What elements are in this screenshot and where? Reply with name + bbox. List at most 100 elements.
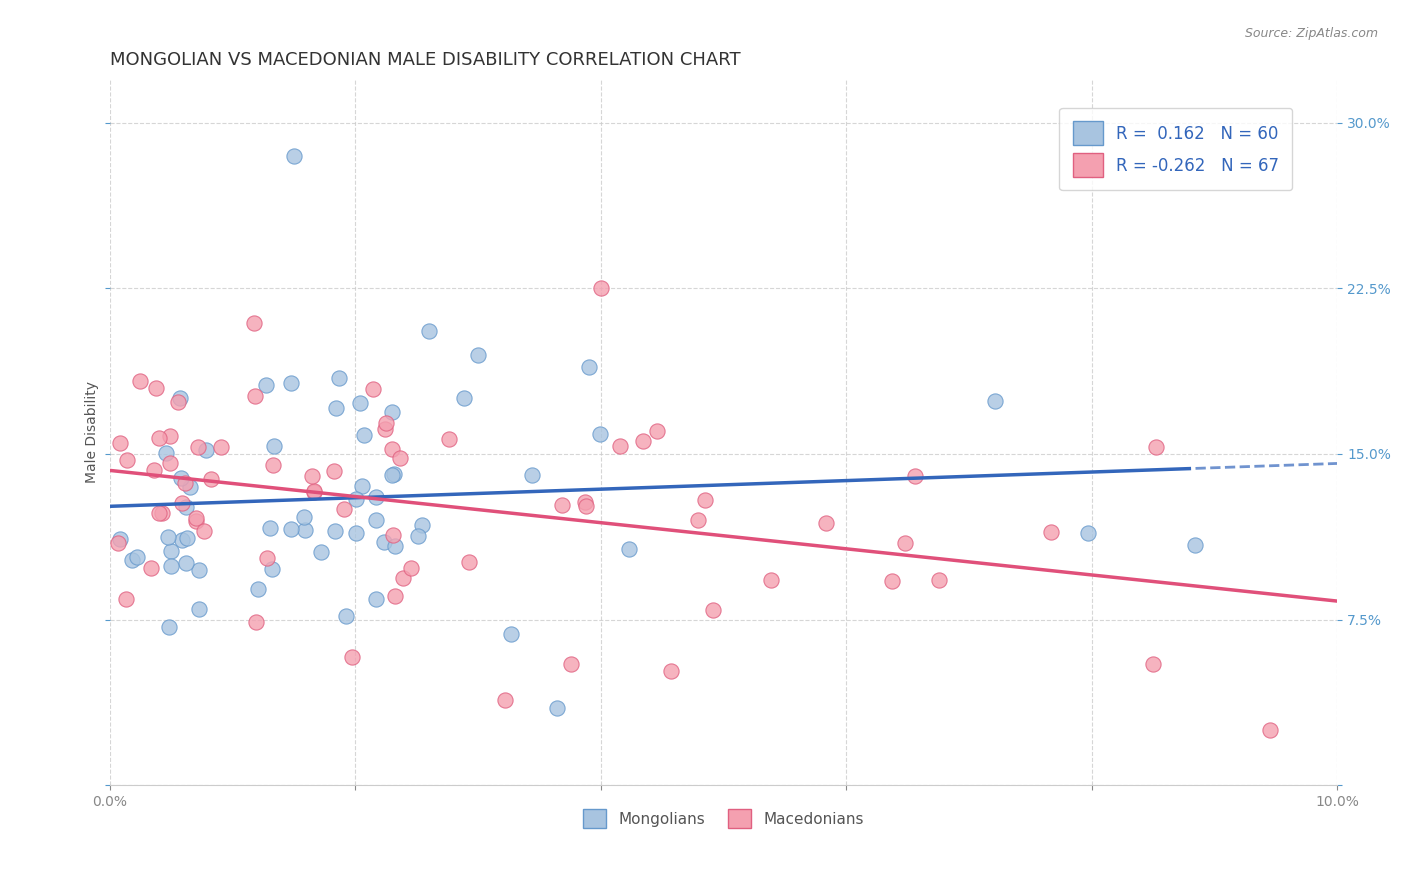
Macedonians — [245, 615, 267, 629]
Macedonians — [814, 516, 837, 530]
Mongolians — [174, 556, 197, 570]
Macedonians — [170, 496, 193, 510]
Macedonians — [458, 555, 481, 569]
Macedonians — [589, 281, 612, 295]
Mongolians — [188, 563, 211, 577]
Mongolians — [344, 492, 367, 507]
Mongolians — [280, 522, 302, 536]
Mongolians — [323, 524, 346, 538]
Mongolians — [546, 701, 568, 715]
Mongolians — [353, 428, 375, 442]
Mongolians — [1184, 538, 1206, 552]
Mongolians — [335, 609, 357, 624]
Macedonians — [437, 432, 460, 446]
Macedonians — [904, 468, 927, 483]
Mongolians — [520, 468, 543, 483]
Mongolians — [384, 539, 406, 553]
Macedonians — [550, 498, 572, 512]
Mongolians — [578, 360, 600, 375]
Macedonians — [184, 514, 207, 528]
Macedonians — [143, 462, 166, 476]
Macedonians — [882, 574, 904, 588]
Mongolians — [157, 619, 180, 633]
Macedonians — [107, 535, 129, 549]
Mongolians — [406, 529, 429, 543]
Macedonians — [340, 650, 363, 665]
Mongolians — [344, 525, 367, 540]
Macedonians — [575, 499, 598, 513]
Macedonians — [200, 472, 222, 486]
Mongolians — [325, 401, 347, 416]
Macedonians — [686, 513, 709, 527]
Mongolians — [453, 391, 475, 405]
Macedonians — [187, 440, 209, 454]
Mongolians — [160, 558, 183, 573]
Macedonians — [209, 440, 232, 454]
Macedonians — [1142, 657, 1164, 671]
Mongolians — [263, 439, 285, 453]
Mongolians — [176, 531, 198, 545]
Macedonians — [382, 528, 405, 542]
Macedonians — [928, 574, 950, 588]
Macedonians — [256, 550, 278, 565]
Macedonians — [399, 560, 422, 574]
Macedonians — [494, 693, 516, 707]
Mongolians — [121, 553, 143, 567]
Text: Source: ZipAtlas.com: Source: ZipAtlas.com — [1244, 27, 1378, 40]
Macedonians — [148, 431, 170, 445]
Macedonians — [301, 469, 323, 483]
Mongolians — [260, 562, 283, 576]
Mongolians — [418, 325, 440, 339]
Macedonians — [560, 657, 582, 671]
Macedonians — [304, 484, 326, 499]
Macedonians — [148, 506, 170, 520]
Mongolians — [467, 347, 489, 361]
Mongolians — [373, 535, 395, 549]
Macedonians — [645, 424, 668, 438]
Macedonians — [145, 381, 167, 395]
Mongolians — [1077, 525, 1099, 540]
Macedonians — [631, 434, 654, 448]
Macedonians — [167, 395, 190, 409]
Mongolians — [194, 443, 217, 458]
Macedonians — [392, 571, 415, 585]
Mongolians — [366, 513, 388, 527]
Mongolians — [169, 391, 191, 405]
Mongolians — [188, 602, 211, 616]
Mongolians — [364, 490, 387, 504]
Macedonians — [659, 664, 682, 678]
Mongolians — [588, 427, 610, 442]
Mongolians — [617, 542, 640, 557]
Mongolians — [179, 480, 201, 494]
Macedonians — [129, 374, 152, 388]
Macedonians — [159, 429, 181, 443]
Macedonians — [702, 603, 724, 617]
Mongolians — [155, 446, 177, 460]
Macedonians — [322, 464, 344, 478]
Macedonians — [381, 442, 404, 456]
Macedonians — [1144, 440, 1167, 454]
Mongolians — [984, 393, 1007, 408]
Macedonians — [117, 452, 139, 467]
Mongolians — [172, 533, 194, 547]
Mongolians — [352, 479, 374, 493]
Macedonians — [110, 436, 132, 450]
Macedonians — [243, 389, 266, 403]
Mongolians — [294, 523, 316, 537]
Mongolians — [309, 545, 332, 559]
Macedonians — [574, 495, 596, 509]
Mongolians — [157, 530, 180, 544]
Macedonians — [159, 456, 181, 470]
Macedonians — [173, 475, 195, 490]
Macedonians — [894, 535, 917, 549]
Macedonians — [243, 316, 266, 330]
Macedonians — [693, 492, 716, 507]
Mongolians — [127, 549, 149, 564]
Macedonians — [759, 573, 782, 587]
Mongolians — [174, 500, 197, 515]
Mongolians — [170, 471, 193, 485]
Macedonians — [1040, 524, 1063, 539]
Mongolians — [110, 533, 132, 547]
Macedonians — [115, 592, 138, 607]
Text: MONGOLIAN VS MACEDONIAN MALE DISABILITY CORRELATION CHART: MONGOLIAN VS MACEDONIAN MALE DISABILITY … — [110, 51, 741, 69]
